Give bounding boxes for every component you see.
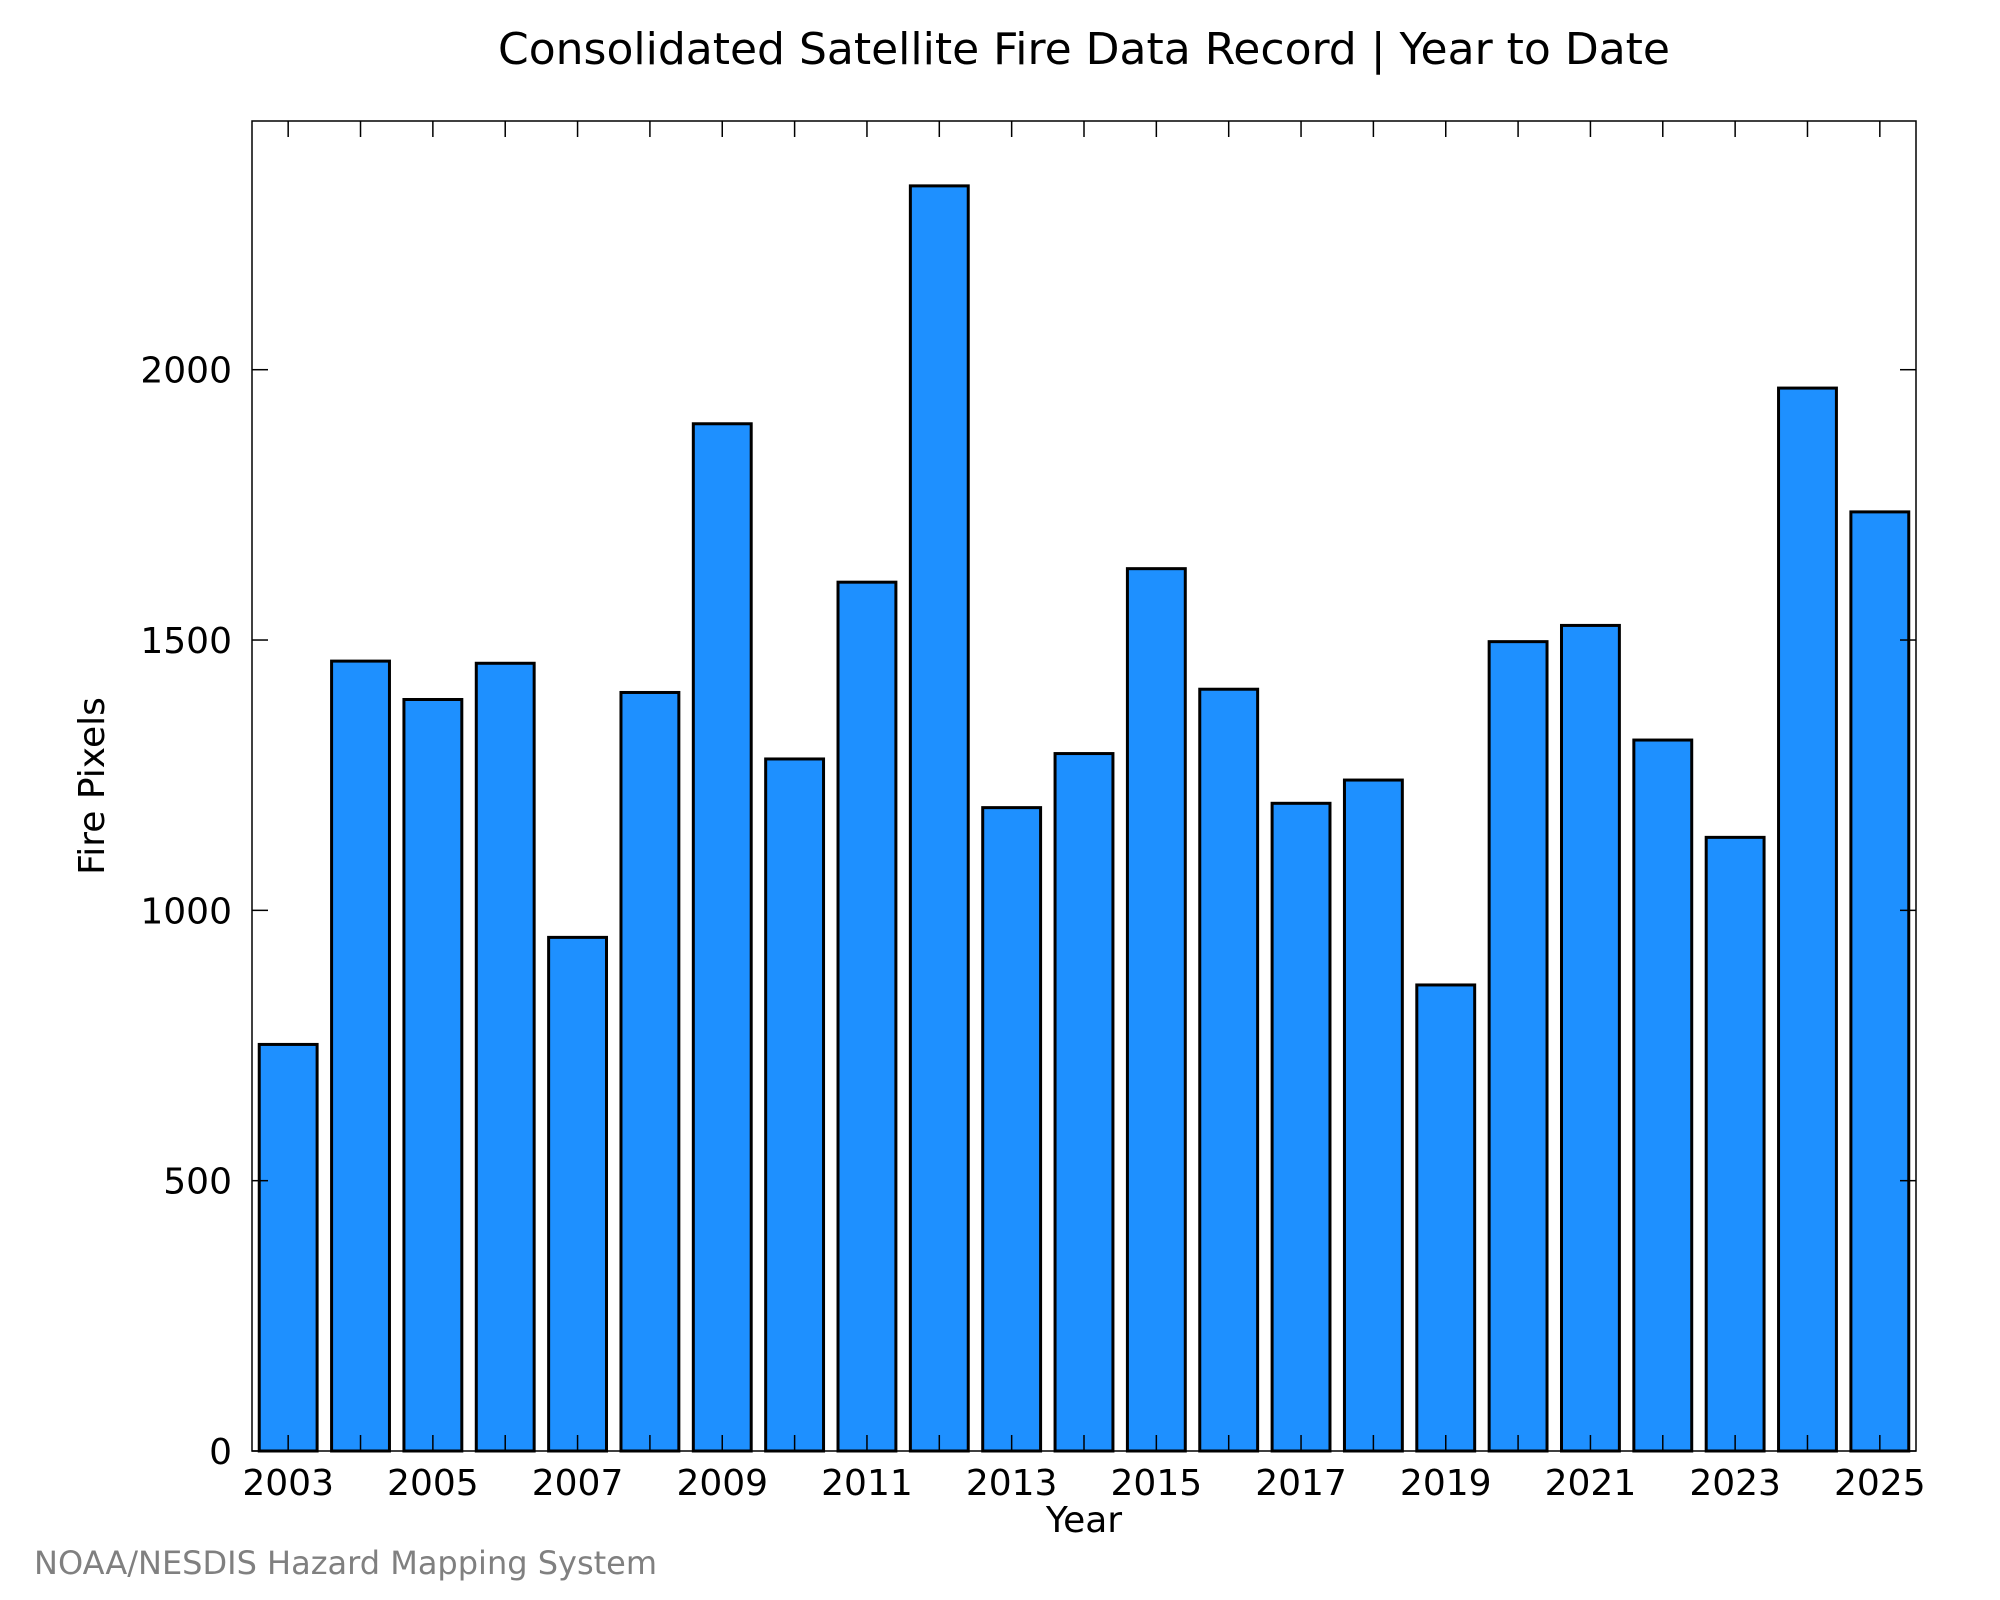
bar-2013 bbox=[981, 806, 1043, 1453]
x-tick-label: 2003 bbox=[242, 1463, 334, 1504]
x-tick-label: 2011 bbox=[821, 1463, 913, 1504]
y-tick-label: 1000 bbox=[140, 891, 232, 932]
bar-2023 bbox=[1704, 835, 1766, 1453]
bar-2020 bbox=[1487, 640, 1549, 1453]
bar-2025 bbox=[1849, 510, 1911, 1453]
bar-2010 bbox=[764, 757, 826, 1453]
bar-2022 bbox=[1632, 738, 1694, 1453]
bar-2003 bbox=[257, 1042, 319, 1453]
x-tick-label: 2009 bbox=[676, 1463, 768, 1504]
bar-2007 bbox=[547, 935, 609, 1453]
y-tick-labels: 0 500 1000 1500 2000 bbox=[140, 351, 232, 1473]
source-credit: NOAA/NESDIS Hazard Mapping System bbox=[34, 1544, 657, 1582]
bar-2005 bbox=[402, 697, 464, 1453]
y-tick-label: 1500 bbox=[140, 621, 232, 662]
x-tick-label: 2021 bbox=[1545, 1463, 1637, 1504]
bar-2019 bbox=[1415, 983, 1477, 1453]
bar-2009 bbox=[691, 422, 753, 1453]
bar-2006 bbox=[474, 661, 536, 1453]
bar-2012 bbox=[908, 184, 970, 1453]
bar-2017 bbox=[1270, 801, 1332, 1453]
y-tick-label: 500 bbox=[163, 1162, 232, 1203]
y-tick-label: 2000 bbox=[140, 351, 232, 392]
bar-2016 bbox=[1198, 687, 1260, 1453]
x-tick-labels: 2003 2005 2007 2009 2011 2013 2015 2017 2019 2021… bbox=[242, 1463, 1925, 1504]
x-tick-label: 2015 bbox=[1111, 1463, 1203, 1504]
x-tick-label: 2019 bbox=[1400, 1463, 1492, 1504]
x-tick-label: 2005 bbox=[387, 1463, 479, 1504]
bar-2018 bbox=[1342, 778, 1404, 1453]
chart-title: Consolidated Satellite Fire Data Record … bbox=[498, 24, 1670, 75]
bar-2021 bbox=[1559, 623, 1621, 1453]
x-tick-label: 2017 bbox=[1255, 1463, 1347, 1504]
bar-2004 bbox=[330, 659, 391, 1453]
x-tick-label: 2023 bbox=[1689, 1463, 1781, 1504]
x-tick-label: 2007 bbox=[532, 1463, 624, 1504]
bar-2014 bbox=[1053, 752, 1115, 1453]
bar-2024 bbox=[1777, 386, 1838, 1453]
y-tick-label: 0 bbox=[209, 1432, 232, 1473]
x-tick-label: 2025 bbox=[1834, 1463, 1926, 1504]
plot-frame bbox=[251, 120, 1917, 1452]
bar-2008 bbox=[619, 690, 681, 1453]
bars-group bbox=[257, 184, 1911, 1453]
x-axis-label: Year bbox=[1045, 1500, 1122, 1541]
x-tick-label: 2013 bbox=[966, 1463, 1058, 1504]
bar-2011 bbox=[836, 580, 898, 1453]
y-axis-label: Fire Pixels bbox=[72, 697, 113, 875]
bar-2015 bbox=[1125, 567, 1187, 1453]
